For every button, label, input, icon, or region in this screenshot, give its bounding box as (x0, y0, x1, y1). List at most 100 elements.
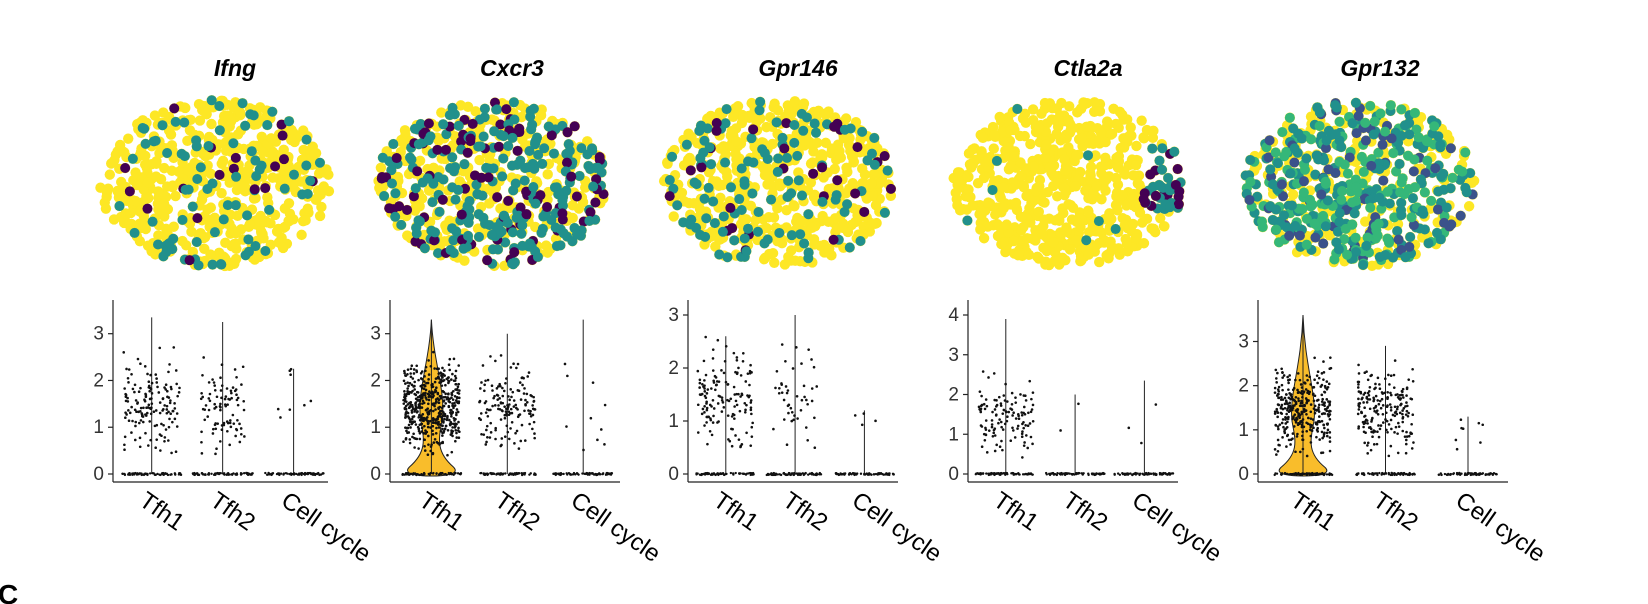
umap-point-expressing (475, 141, 486, 152)
umap-point-expressing (1271, 224, 1282, 235)
umap-point-expressing (1288, 123, 1299, 134)
expression-point (408, 438, 412, 441)
umap-point (1110, 118, 1122, 130)
expression-point (440, 384, 444, 387)
expression-point (219, 389, 223, 392)
umap-point (989, 130, 1000, 141)
umap-point (278, 165, 290, 176)
umap-point (798, 98, 810, 109)
umap-point-expressing (524, 146, 535, 157)
umap-point-expressing (502, 217, 513, 228)
umap-point-expressing (249, 184, 260, 195)
umap-point (1016, 225, 1027, 236)
umap-point-expressing (743, 223, 754, 234)
umap-point-expressing (1337, 186, 1348, 197)
expression-point (159, 449, 162, 452)
umap-point-expressing (747, 188, 758, 199)
expression-point (149, 387, 153, 391)
umap-point-expressing (479, 103, 490, 114)
expression-point (406, 381, 409, 384)
umap-point (977, 132, 989, 144)
expression-point (235, 393, 238, 397)
umap-point (375, 162, 387, 173)
umap-point (1020, 117, 1032, 128)
expression-point (152, 410, 156, 413)
umap-point-expressing (726, 182, 737, 193)
umap-point (835, 152, 847, 163)
umap-point (744, 112, 755, 124)
umap-point-expressing (1271, 204, 1282, 215)
expression-point (168, 363, 171, 366)
umap-point-expressing (1439, 217, 1450, 228)
umap-point (1058, 207, 1069, 219)
expression-point (163, 440, 166, 443)
umap-point (106, 158, 117, 169)
umap-point-expressing (1441, 202, 1452, 213)
umap-point-expressing (277, 130, 288, 141)
umap-point (1463, 201, 1475, 212)
expression-point (130, 373, 133, 376)
umap-point-expressing (410, 183, 421, 194)
umap-point (808, 234, 820, 245)
umap-point-expressing (773, 153, 784, 164)
umap-point-expressing (1406, 212, 1417, 223)
umap-point-expressing (739, 179, 750, 190)
umap-point-expressing (1147, 143, 1158, 154)
expression-point (417, 447, 420, 450)
umap-point-expressing (557, 195, 568, 206)
expression-point (454, 369, 458, 373)
expression-point (133, 438, 137, 442)
umap-point-expressing (191, 237, 202, 248)
umap-point-expressing (845, 123, 856, 134)
umap-point (1112, 205, 1123, 216)
umap-point-expressing (720, 157, 731, 168)
umap-point (1130, 160, 1142, 171)
umap-point (988, 176, 1000, 187)
umap-point-expressing (511, 212, 522, 223)
expression-point (445, 397, 449, 401)
category-label: Cell cycle (276, 487, 376, 568)
umap-point-expressing (129, 227, 140, 238)
umap-point (1067, 202, 1079, 214)
umap-point-expressing (1388, 148, 1399, 159)
expression-point (435, 426, 438, 430)
expression-point (213, 388, 217, 392)
umap-point-expressing (1294, 230, 1305, 241)
umap-point (963, 148, 975, 159)
umap-point-expressing (162, 148, 173, 159)
zero-point (423, 472, 426, 476)
umap-point-expressing (1083, 150, 1094, 161)
umap-point-expressing (157, 120, 168, 131)
umap-point (1064, 244, 1076, 255)
expression-point (226, 403, 229, 406)
umap-point-expressing (1286, 200, 1297, 211)
umap-point (1100, 136, 1111, 148)
umap-point (1015, 211, 1027, 223)
umap-point (283, 215, 295, 227)
umap-point-expressing (434, 206, 445, 217)
expression-point (204, 404, 208, 407)
expression-point (147, 444, 150, 447)
umap-point-expressing (1422, 155, 1433, 166)
expression-point (455, 431, 458, 435)
y-tick-label: 2 (93, 370, 104, 391)
umap-panel-ctla2a: Ctla2a (948, 55, 1186, 271)
expression-point (175, 425, 179, 428)
umap-point (142, 177, 154, 188)
umap-point (1059, 189, 1070, 201)
umap-point-expressing (1172, 164, 1183, 175)
umap-title: Gpr132 (1340, 55, 1419, 81)
umap-point-expressing (1297, 204, 1308, 215)
umap-point-expressing (1316, 189, 1327, 200)
expression-point (174, 369, 178, 372)
umap-point-expressing (798, 125, 809, 136)
expression-point (145, 411, 149, 415)
zero-point (459, 472, 463, 475)
expression-point (413, 380, 416, 384)
umap-point-expressing (1432, 227, 1443, 238)
umap-point-expressing (216, 259, 227, 270)
expression-point (201, 373, 204, 377)
umap-point-expressing (793, 175, 804, 186)
umap-point-expressing (428, 178, 439, 189)
